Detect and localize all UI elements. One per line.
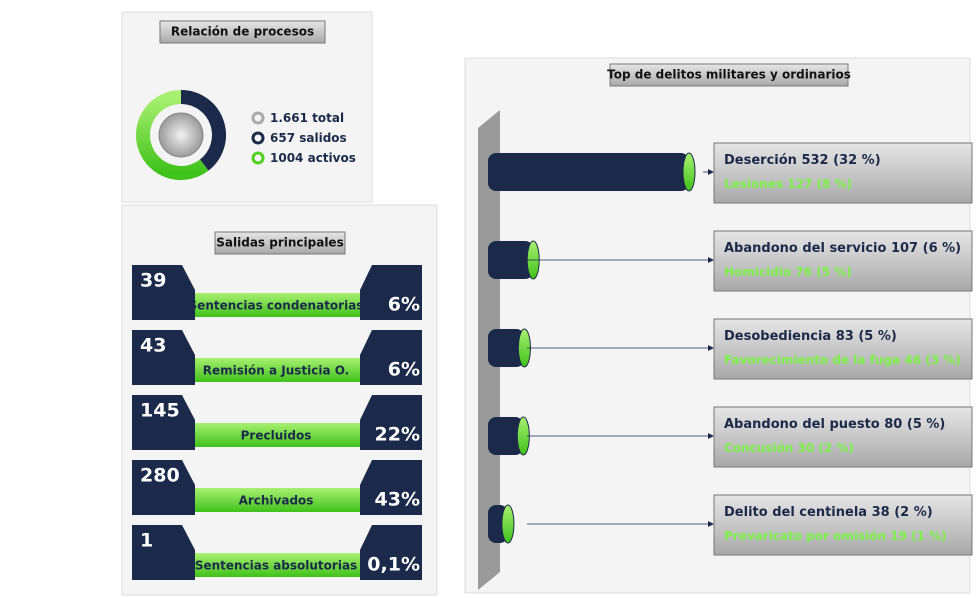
cylinder	[488, 153, 689, 191]
text-part: Abandono del puesto	[724, 417, 880, 432]
share: 43%	[375, 489, 420, 511]
text-part: 1.661	[270, 111, 308, 125]
share: 6%	[388, 294, 420, 316]
text-part: (3 %)	[925, 353, 961, 367]
text-part: salidos	[299, 131, 346, 145]
legend-text: 657 salidos	[270, 131, 347, 145]
row-label: Sentencias condenatorias	[189, 299, 364, 313]
text-part: (5 %)	[858, 329, 896, 344]
text-part: Favorecimiento de la fuga	[724, 353, 900, 367]
count: 280	[140, 465, 180, 487]
text-part: 107	[891, 241, 918, 256]
text-part: 532	[801, 153, 828, 168]
row-label: Archivados	[239, 494, 314, 508]
text-part: 127	[787, 177, 812, 191]
text-part: Homicidio	[724, 265, 791, 279]
text-part: 657	[270, 131, 295, 145]
panel-title: Relación de procesos	[171, 25, 314, 39]
row-label: Precluidos	[241, 429, 312, 443]
text-part: Prevaricato por omisión	[724, 529, 886, 543]
cylinder-cap	[502, 505, 514, 543]
panel-title: Top de delitos militares y ordinarios	[607, 68, 851, 82]
text-part: 19	[890, 529, 907, 543]
text-part: (5 %)	[816, 265, 852, 279]
donut-center	[159, 113, 203, 157]
text-part: (8 %)	[817, 177, 853, 191]
text-part: Deserción	[724, 153, 797, 168]
share: 6%	[388, 359, 420, 381]
item-main: Abandono del servicio 107 (6 %)	[724, 241, 961, 256]
text-part: (1 %)	[911, 529, 947, 543]
cylinder	[488, 241, 533, 279]
legend-text: 1004 activos	[270, 151, 356, 165]
text-part: 38	[872, 505, 890, 520]
dashboard: Relación de procesos 1.661 total 657 sali…	[0, 0, 977, 598]
count: 43	[140, 335, 166, 357]
item-main: Desobediencia 83 (5 %)	[724, 329, 897, 344]
count: 39	[140, 270, 166, 292]
text-part: Desobediencia	[724, 329, 831, 344]
item-second: Concusión 30 (2 %)	[724, 441, 854, 455]
share: 0,1%	[367, 554, 420, 576]
item-second: Homicidio 76 (5 %)	[724, 265, 852, 279]
row-label: Remisión a Justicia O.	[203, 364, 350, 378]
text-part: total	[312, 111, 344, 125]
count: 1	[140, 530, 153, 552]
item-second: Lesiones 127 (8 %)	[724, 177, 852, 191]
cylinder-cap	[683, 153, 695, 191]
text-part: 83	[836, 329, 854, 344]
text-part: (2 %)	[894, 505, 932, 520]
text-part: (5 %)	[907, 417, 945, 432]
text-part: 1004	[270, 151, 303, 165]
text-part: activos	[308, 151, 356, 165]
text-part: 30	[797, 441, 814, 455]
share: 22%	[375, 424, 420, 446]
text-part: Concusión	[724, 441, 793, 455]
item-second: Prevaricato por omisión 19 (1 %)	[724, 529, 947, 543]
text-part: Delito del centinela	[724, 505, 867, 520]
item-main: Abandono del puesto 80 (5 %)	[724, 417, 945, 432]
text-part: Abandono del servicio	[724, 241, 887, 256]
panel-title: Salidas principales	[216, 236, 343, 250]
count: 145	[140, 400, 180, 422]
text-part: (2 %)	[818, 441, 854, 455]
text-part: 76	[795, 265, 812, 279]
text-part: (32 %)	[833, 153, 881, 168]
item-main: Delito del centinela 38 (2 %)	[724, 505, 933, 520]
item-main: Deserción 532 (32 %)	[724, 153, 881, 168]
item-second: Favorecimiento de la fuga 46 (3 %)	[724, 353, 961, 367]
text-part: 46	[904, 353, 921, 367]
text-part: Lesiones	[724, 177, 783, 191]
row-label: Sentencias absolutorias	[195, 559, 357, 573]
text-part: 80	[884, 417, 902, 432]
text-part: (6 %)	[923, 241, 961, 256]
legend-text: 1.661 total	[270, 111, 344, 125]
